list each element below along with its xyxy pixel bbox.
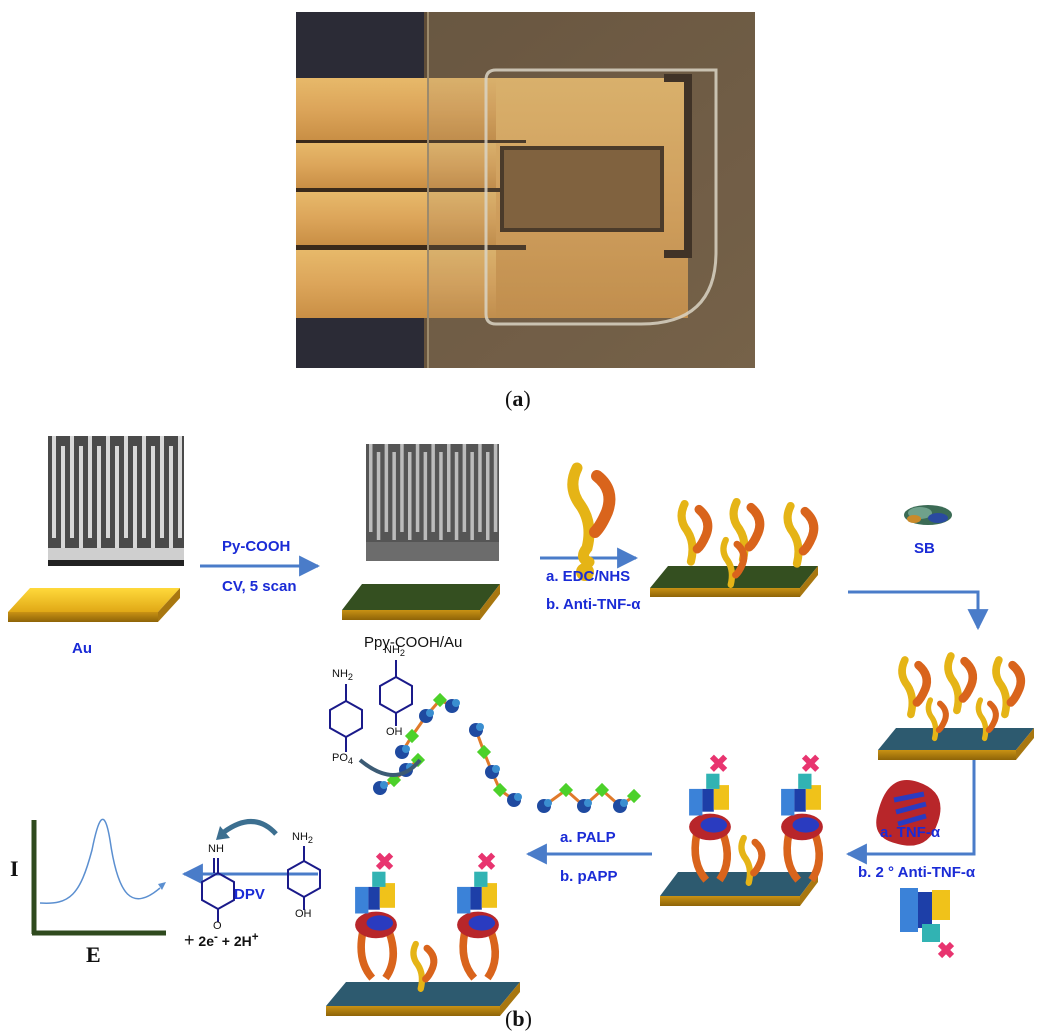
panel-b-label: (b) <box>505 1006 532 1031</box>
label-anti-tnf: b. Anti-TNF-α <box>546 596 641 613</box>
label-py-cooh: Py-COOH <box>222 538 291 555</box>
label-second-anti: b. 2 ° Anti-TNF-α <box>858 864 976 881</box>
sb-slab <box>878 728 1034 760</box>
chem-nh-quinone: NH <box>208 843 224 855</box>
dpv-graph <box>31 818 166 936</box>
arrow-tnf <box>845 758 976 865</box>
sem-image-2 <box>366 444 499 561</box>
panel-a-label: (a) <box>505 386 531 411</box>
chem-nh2-pap: NH2 <box>384 644 405 659</box>
label-tnf: a. TNF-α <box>880 824 941 841</box>
graph-y-label: I <box>10 856 19 881</box>
label-au: Au <box>72 640 92 657</box>
antibodies-on-surface <box>677 497 819 588</box>
label-edc-nhs: a. EDC/NHS <box>546 568 631 585</box>
arrow-sb <box>848 590 989 631</box>
chem-nh2-papp: NH2 <box>332 668 353 683</box>
sandwich-slab-2 <box>326 982 520 1016</box>
label-sb: SB <box>914 540 935 557</box>
chem-oh-pap: OH <box>386 726 403 738</box>
chem-nh2-right: NH2 <box>292 831 313 846</box>
device-photo <box>296 12 755 368</box>
tnf-alpha-molecule <box>876 780 941 846</box>
label-cv-scan: CV, 5 scan <box>222 578 297 595</box>
sb-molecule <box>904 505 952 525</box>
secondary-antibody <box>900 888 955 959</box>
chem-oh-right: OH <box>295 908 312 920</box>
sem-image-1 <box>48 436 184 566</box>
chem-o-quinone: O <box>213 920 222 932</box>
palp-chain <box>373 692 642 813</box>
label-ppy-au: Ppy-COOH/Au <box>364 634 463 651</box>
sandwich-slab-1 <box>660 872 818 906</box>
antibody-molecule <box>567 462 616 581</box>
ppy-au-slab <box>342 584 500 620</box>
label-dpv: DPV <box>234 886 265 903</box>
chem-po4: PO4 <box>332 752 353 767</box>
graph-x-label: E <box>86 942 101 967</box>
label-papp: b. pAPP <box>560 868 618 885</box>
chem-reaction: + 2e- + 2H+ <box>184 930 259 950</box>
au-slab <box>8 588 180 622</box>
label-palp: a. PALP <box>560 829 616 846</box>
chem-structures <box>201 660 422 922</box>
